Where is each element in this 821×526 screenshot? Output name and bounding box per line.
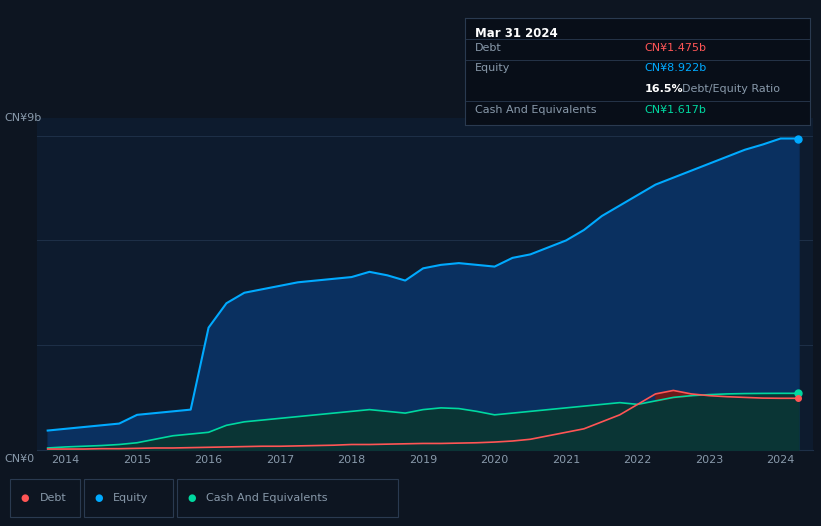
Text: CN¥1.475b: CN¥1.475b <box>644 43 706 53</box>
Text: Equity: Equity <box>475 63 511 73</box>
Text: Cash And Equivalents: Cash And Equivalents <box>206 492 328 503</box>
Text: ●: ● <box>21 492 29 503</box>
Text: CN¥9b: CN¥9b <box>4 113 41 123</box>
Text: CN¥0: CN¥0 <box>4 454 34 464</box>
Text: CN¥8.922b: CN¥8.922b <box>644 63 707 73</box>
Text: Cash And Equivalents: Cash And Equivalents <box>475 105 597 115</box>
Text: Debt: Debt <box>475 43 502 53</box>
Text: Debt/Equity Ratio: Debt/Equity Ratio <box>682 84 780 94</box>
Text: ●: ● <box>187 492 195 503</box>
Text: Mar 31 2024: Mar 31 2024 <box>475 26 558 39</box>
Text: CN¥1.617b: CN¥1.617b <box>644 105 706 115</box>
Text: Equity: Equity <box>113 492 149 503</box>
Text: Debt: Debt <box>39 492 67 503</box>
Text: 16.5%: 16.5% <box>644 84 683 94</box>
Text: ●: ● <box>94 492 103 503</box>
